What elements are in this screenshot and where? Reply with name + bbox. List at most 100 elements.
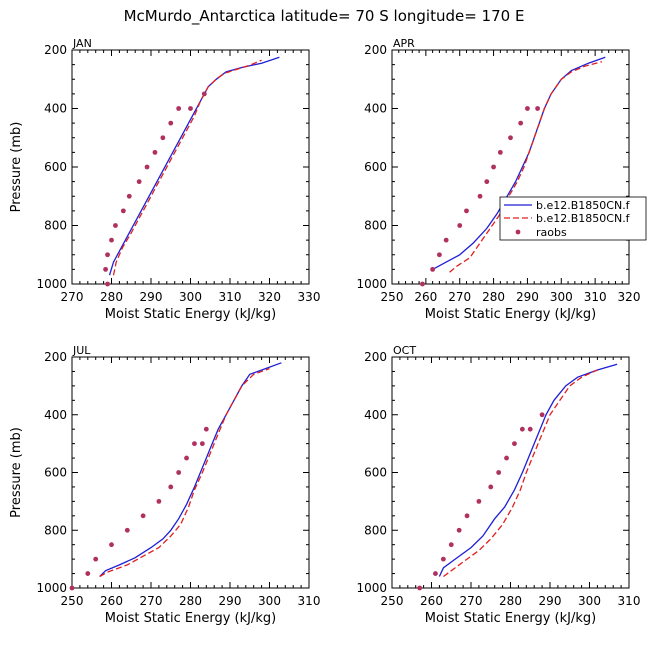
raobs-point: [433, 571, 438, 576]
x-tick-label: 300: [550, 290, 573, 304]
raobs-point: [160, 135, 166, 141]
raobs-point: [440, 556, 446, 562]
x-axis-label: Moist Static Energy (kJ/kg): [425, 611, 596, 626]
raobs-point: [109, 542, 114, 548]
raobs-point: [484, 179, 490, 185]
y-tick-label: 200: [364, 350, 387, 364]
model-line-solid: [108, 56, 280, 276]
y-tick-label: 400: [364, 102, 387, 116]
raobs-point: [168, 484, 174, 490]
model-line-dashed: [99, 367, 270, 578]
model-line-solid: [99, 362, 282, 577]
raobs-point: [477, 193, 483, 199]
x-axis-label: Moist Static Energy (kJ/kg): [105, 611, 276, 626]
x-tick-label: 290: [516, 290, 539, 304]
raobs-point: [518, 120, 524, 126]
raobs-point: [103, 266, 108, 272]
panel-title: APR: [393, 37, 415, 50]
panel-title: JUL: [72, 344, 91, 357]
x-tick-label: 280: [482, 290, 505, 304]
plot-frame: [391, 356, 630, 589]
x-tick-label: 310: [298, 594, 321, 608]
y-tick-label: 800: [364, 523, 387, 537]
y-tick-label: 800: [364, 219, 387, 233]
x-tick-label: 280: [100, 290, 123, 304]
raobs-point: [136, 179, 142, 185]
model-line-dashed: [449, 61, 603, 273]
figure-title: McMurdo_Antarctica latitude= 70 S longit…: [124, 7, 525, 26]
model-line-dashed: [443, 369, 598, 578]
raobs-point: [105, 252, 110, 258]
raobs-point: [105, 281, 110, 287]
y-tick-label: 400: [364, 408, 387, 422]
raobs-point: [464, 208, 469, 214]
x-tick-label: 290: [140, 290, 163, 304]
x-tick-label: 310: [584, 290, 607, 304]
plot-frame: [71, 49, 310, 285]
raobs-point: [504, 455, 509, 461]
panels: 270 280 290 300 310 320 330 200 400 600 800 1000 JAN…: [9, 37, 640, 626]
y-tick-label: 600: [364, 160, 387, 174]
y-tick-label: 200: [44, 43, 67, 57]
raobs-point: [525, 106, 530, 111]
x-tick-label: 250: [381, 290, 404, 304]
raobs-point: [519, 426, 525, 432]
raobs-point: [476, 498, 482, 504]
model-line-solid: [438, 363, 618, 577]
raobs-point: [156, 498, 162, 504]
raobs-point: [85, 571, 91, 576]
y-tick-label: 600: [364, 466, 387, 480]
y-tick-label: 200: [44, 350, 67, 364]
x-axis-label: Moist Static Energy (kJ/kg): [105, 307, 276, 322]
raobs-point: [464, 513, 470, 519]
x-tick-label: 290: [219, 594, 242, 608]
x-tick-label: 300: [258, 594, 281, 608]
x-tick-label: 320: [258, 290, 281, 304]
chart-panel-jul: 250 260 270 280 290 300 310 200 400 600 800 1000 JUL…: [9, 344, 320, 626]
x-tick-label: 300: [179, 290, 202, 304]
raobs-point: [508, 135, 513, 141]
raobs-point: [430, 266, 436, 272]
raobs-point: [512, 441, 517, 447]
raobs-point: [168, 120, 174, 126]
raobs-point: [152, 149, 158, 155]
x-axis-label: Moist Static Energy (kJ/kg): [425, 307, 596, 322]
raobs-point: [488, 484, 494, 490]
raobs-point: [144, 164, 150, 170]
raobs-point: [420, 281, 425, 287]
plot-frame: [391, 49, 630, 285]
raobs-point: [140, 513, 146, 519]
plot-frame: [71, 356, 310, 589]
x-tick-label: 280: [499, 594, 522, 608]
x-tick-label: 250: [61, 594, 84, 608]
panel-title: JAN: [72, 37, 92, 50]
y-tick-label: 1000: [356, 277, 387, 291]
raobs-point: [535, 106, 540, 111]
y-tick-label: 1000: [356, 581, 387, 595]
model-line-dashed: [112, 59, 262, 276]
legend-entry-label: raobs: [536, 226, 567, 239]
x-tick-label: 270: [140, 594, 163, 608]
raobs-point: [126, 193, 132, 199]
raobs-point: [496, 470, 502, 475]
x-tick-label: 270: [460, 594, 483, 608]
x-tick-label: 280: [179, 594, 202, 608]
x-tick-label: 270: [61, 290, 84, 304]
legend-entry-label: b.e12.B1850CN.f: [536, 212, 631, 225]
raobs-point: [497, 149, 503, 155]
raobs-point: [188, 106, 193, 111]
raobs-point: [176, 106, 182, 111]
raobs-point: [176, 470, 182, 475]
y-axis-label: Pressure (mb): [9, 427, 24, 518]
y-axis-label: Pressure (mb): [9, 122, 24, 213]
raobs-point: [417, 585, 423, 591]
y-tick-label: 600: [44, 160, 67, 174]
x-tick-label: 250: [381, 594, 404, 608]
x-tick-label: 260: [100, 594, 123, 608]
y-tick-label: 800: [44, 523, 67, 537]
x-tick-label: 270: [448, 290, 471, 304]
raobs-point: [120, 208, 126, 214]
raobs-point: [113, 223, 118, 228]
